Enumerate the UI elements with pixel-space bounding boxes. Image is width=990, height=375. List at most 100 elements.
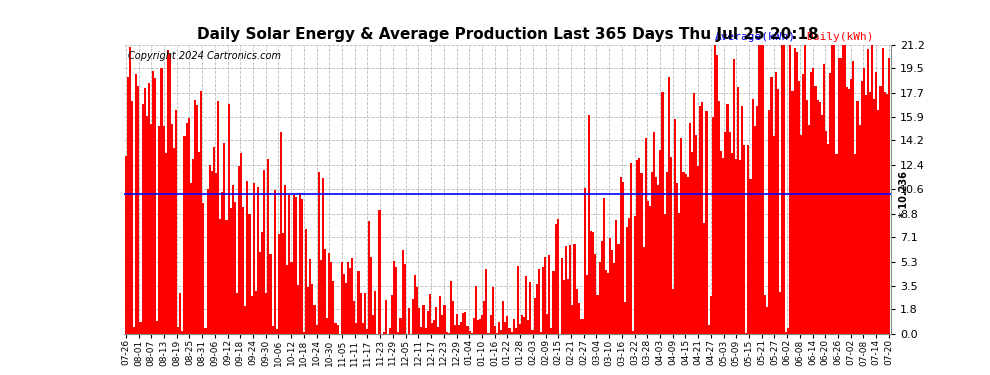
- Bar: [509, 328, 511, 334]
- Title: Daily Solar Energy & Average Production Last 365 Days Thu Jul 25 20:18: Daily Solar Energy & Average Production …: [197, 27, 818, 42]
- Bar: [458, 326, 460, 334]
- Bar: [691, 152, 693, 334]
- Bar: [211, 171, 213, 334]
- Bar: [383, 332, 385, 334]
- Bar: [596, 295, 599, 334]
- Bar: [423, 305, 425, 334]
- Bar: [603, 198, 605, 334]
- Bar: [370, 256, 372, 334]
- Bar: [635, 216, 637, 334]
- Bar: [447, 333, 449, 334]
- Bar: [494, 326, 496, 334]
- Bar: [745, 333, 747, 334]
- Bar: [316, 324, 318, 334]
- Bar: [433, 320, 435, 334]
- Bar: [542, 267, 545, 334]
- Bar: [241, 153, 243, 334]
- Bar: [479, 319, 481, 334]
- Bar: [884, 92, 886, 334]
- Bar: [616, 220, 618, 334]
- Bar: [399, 318, 402, 334]
- Bar: [309, 259, 312, 334]
- Bar: [513, 319, 515, 334]
- Bar: [659, 150, 661, 334]
- Bar: [427, 311, 429, 334]
- Bar: [355, 323, 357, 334]
- Bar: [215, 172, 217, 334]
- Bar: [477, 320, 479, 334]
- Bar: [653, 132, 655, 334]
- Bar: [718, 102, 720, 334]
- Bar: [414, 275, 416, 334]
- Bar: [641, 173, 643, 334]
- Bar: [680, 138, 682, 334]
- Bar: [699, 106, 701, 334]
- Bar: [695, 135, 697, 334]
- Bar: [571, 304, 573, 334]
- Bar: [209, 165, 211, 334]
- Bar: [825, 131, 827, 334]
- Bar: [192, 159, 194, 334]
- Bar: [341, 261, 343, 334]
- Bar: [333, 282, 335, 334]
- Bar: [580, 320, 582, 334]
- Bar: [305, 229, 307, 334]
- Bar: [592, 231, 594, 334]
- Bar: [363, 293, 366, 334]
- Bar: [166, 50, 169, 334]
- Bar: [827, 144, 830, 334]
- Bar: [254, 291, 256, 334]
- Bar: [136, 74, 138, 334]
- Bar: [626, 227, 628, 334]
- Bar: [848, 88, 850, 334]
- Bar: [207, 189, 209, 334]
- Bar: [760, 45, 762, 334]
- Bar: [590, 231, 592, 334]
- Bar: [624, 302, 626, 334]
- Bar: [742, 106, 743, 334]
- Bar: [646, 201, 648, 334]
- Bar: [504, 322, 506, 334]
- Bar: [817, 100, 819, 334]
- Bar: [838, 58, 840, 334]
- Bar: [538, 269, 540, 334]
- Bar: [687, 177, 689, 334]
- Bar: [171, 124, 173, 334]
- Bar: [179, 293, 181, 334]
- Bar: [552, 271, 554, 334]
- Bar: [335, 323, 337, 334]
- Bar: [823, 64, 825, 334]
- Bar: [599, 262, 601, 334]
- Bar: [259, 252, 261, 334]
- Bar: [785, 332, 787, 334]
- Bar: [511, 332, 513, 334]
- Bar: [739, 160, 742, 334]
- Bar: [466, 326, 468, 334]
- Bar: [609, 238, 611, 334]
- Bar: [314, 305, 316, 334]
- Bar: [867, 49, 869, 334]
- Bar: [856, 102, 858, 334]
- Bar: [481, 315, 483, 334]
- Bar: [796, 51, 798, 334]
- Bar: [858, 124, 860, 334]
- Bar: [813, 68, 815, 334]
- Bar: [737, 87, 739, 334]
- Bar: [487, 333, 490, 334]
- Bar: [138, 86, 140, 334]
- Bar: [202, 203, 205, 334]
- Bar: [247, 181, 248, 334]
- Bar: [886, 94, 888, 334]
- Bar: [755, 106, 758, 334]
- Bar: [142, 104, 144, 334]
- Bar: [162, 126, 164, 334]
- Bar: [519, 324, 521, 334]
- Bar: [877, 110, 879, 334]
- Bar: [131, 101, 134, 334]
- Bar: [725, 132, 727, 334]
- Bar: [881, 48, 884, 334]
- Bar: [307, 287, 309, 334]
- Bar: [777, 89, 779, 334]
- Bar: [173, 148, 175, 334]
- Bar: [834, 45, 836, 334]
